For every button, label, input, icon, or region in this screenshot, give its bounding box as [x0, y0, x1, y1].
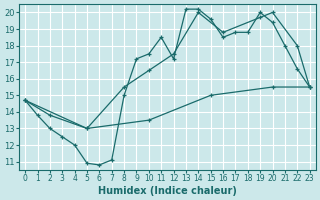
X-axis label: Humidex (Indice chaleur): Humidex (Indice chaleur): [98, 186, 237, 196]
